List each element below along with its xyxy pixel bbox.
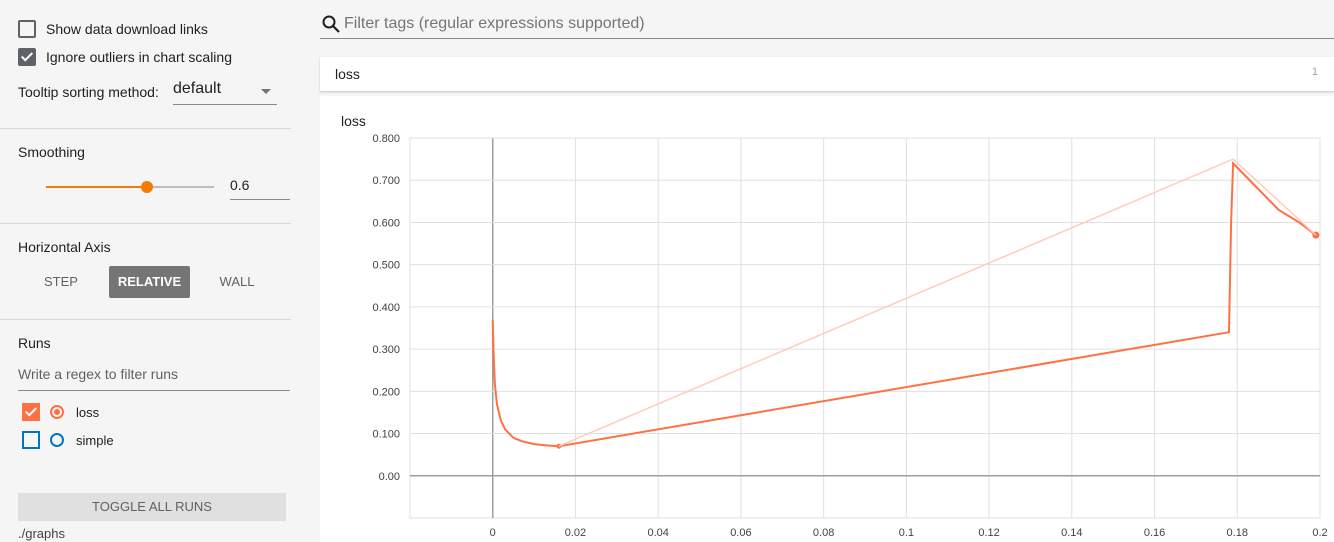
divider: [0, 223, 291, 224]
smoothing-title: Smoothing: [18, 144, 85, 160]
run-simple-radio[interactable]: [50, 433, 64, 447]
run-item-loss[interactable]: loss: [22, 403, 99, 421]
plot-frame: [409, 137, 1321, 519]
axis-relative-button[interactable]: RELATIVE: [109, 266, 190, 298]
search-icon: [322, 15, 340, 33]
smoothing-slider-handle[interactable]: [140, 181, 153, 193]
tag-group-header[interactable]: loss 1: [320, 57, 1334, 91]
tag-filter-input[interactable]: Filter tags (regular expressions support…: [320, 10, 1334, 39]
axis-step-button[interactable]: STEP: [44, 274, 78, 289]
chevron-down-icon: [261, 89, 271, 94]
x-tick-label: 0.16: [1144, 527, 1165, 539]
smoothing-slider[interactable]: [46, 181, 214, 193]
show-download-links-label: Show data download links: [46, 21, 208, 37]
y-tick-label: 0.700: [372, 175, 400, 187]
chart-card: loss 0 0.02 0.04 0.06 0.08 0.1 0.12 0.14 0.16 0.1…: [320, 96, 1334, 542]
show-download-links-checkbox[interactable]: [18, 20, 36, 38]
run-loss-radio[interactable]: [50, 405, 64, 419]
runs-filter-input[interactable]: Write a regex to filter runs: [18, 366, 290, 391]
x-tick-label: 0.14: [1061, 527, 1082, 539]
series-raw-line: [558, 158, 1317, 447]
x-tick-label: 0: [490, 527, 496, 539]
series-smoothed-line: [491, 160, 1317, 448]
divider: [0, 319, 291, 320]
x-tick-label: 0.1: [899, 527, 914, 539]
y-tick-label: 0.00: [379, 471, 400, 483]
ignore-outliers-checkbox[interactable]: [18, 48, 36, 66]
run-simple-label: simple: [76, 432, 114, 448]
tooltip-sort-value: default: [173, 80, 222, 97]
axis-wall-button[interactable]: WALL: [219, 274, 255, 289]
y-tick-label: 0.200: [372, 386, 400, 398]
y-tick-label: 0.800: [372, 133, 400, 145]
x-tick-label: 0.08: [813, 527, 834, 539]
log-directory-path: ./graphs: [18, 526, 65, 541]
divider: [0, 128, 291, 129]
sidebar: Show data download links Ignore outliers…: [0, 0, 291, 542]
tooltip-sort-dropdown[interactable]: default: [173, 80, 277, 105]
horizontal-axis-title: Horizontal Axis: [18, 239, 111, 255]
x-tick-label: 0.04: [647, 527, 668, 539]
main-panel: Filter tags (regular expressions support…: [320, 0, 1334, 542]
ignore-outliers-label: Ignore outliers in chart scaling: [46, 49, 232, 65]
y-tick-label: 0.300: [372, 344, 400, 356]
x-tick-label: 0.18: [1227, 527, 1248, 539]
toggle-all-runs-button[interactable]: TOGGLE ALL RUNS: [18, 493, 286, 521]
smoothing-slider-fill: [46, 186, 147, 188]
run-loss-checkbox[interactable]: [22, 403, 40, 421]
chart-title: loss: [341, 113, 366, 129]
smoothing-value-input[interactable]: 0.6: [230, 176, 290, 200]
tooltip-sort-label: Tooltip sorting method:: [18, 84, 159, 100]
loss-chart[interactable]: 0 0.02 0.04 0.06 0.08 0.1 0.12 0.14 0.16 0.18 0.20…: [320, 96, 1334, 542]
show-download-links-option[interactable]: Show data download links: [18, 20, 208, 38]
x-tick-label: 0.12: [978, 527, 999, 539]
runs-title: Runs: [18, 335, 51, 351]
y-tick-label: 0.600: [372, 217, 400, 229]
tag-group-title: loss: [335, 66, 360, 82]
run-item-simple[interactable]: simple: [22, 431, 114, 449]
x-tick-label: 0.06: [730, 527, 751, 539]
tag-filter-placeholder: Filter tags (regular expressions support…: [344, 15, 645, 32]
y-tick-label: 0.500: [372, 260, 400, 272]
y-tick-label: 0.400: [372, 302, 400, 314]
x-tick-label: 0.2: [1312, 527, 1327, 539]
ignore-outliers-option[interactable]: Ignore outliers in chart scaling: [18, 48, 232, 66]
x-tick-label: 0.02: [565, 527, 586, 539]
run-simple-checkbox[interactable]: [22, 431, 40, 449]
y-tick-label: 0.100: [372, 429, 400, 441]
tag-group-count: 1: [1311, 66, 1318, 78]
run-loss-label: loss: [76, 404, 100, 420]
